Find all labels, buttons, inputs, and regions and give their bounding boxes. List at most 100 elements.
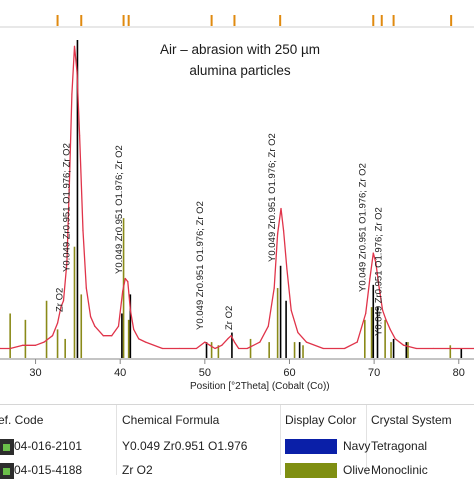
data-point (22, 344, 24, 346)
data-point (127, 281, 129, 283)
x-tick-label: 70 (368, 367, 380, 379)
data-point (259, 341, 261, 343)
data-point (385, 319, 387, 321)
column-divider (280, 405, 281, 475)
x-tick-label: 50 (199, 367, 211, 379)
data-point (297, 331, 299, 334)
header-chemical-formula[interactable]: Chemical Formula (122, 413, 220, 427)
data-point (267, 325, 269, 327)
data-point (56, 322, 59, 324)
measured-pattern-line (0, 45, 474, 350)
data-point (111, 335, 113, 337)
data-point (66, 262, 68, 264)
data-point (449, 347, 451, 350)
peak-labels: Y0.049 Zr0.951 O1.976; Zr O2 Zr O2 Y0.049 … (55, 133, 385, 336)
data-point (85, 287, 87, 289)
pattern-series (0, 45, 474, 350)
header-display-color[interactable]: Display Color (285, 413, 357, 427)
chart-title-line-1: Air – abrasion with 250 µm (159, 42, 321, 57)
data-point (356, 341, 358, 343)
row-2-ref-code[interactable]: 04-015-4188 (14, 463, 83, 477)
row-1-color-swatch[interactable] (285, 439, 337, 454)
xrd-chart: Y0.049 Zr0.951 O1.976; Zr O2 Zr O2 Y0.049 … (0, 15, 474, 379)
data-point (94, 325, 96, 327)
data-point (0, 347, 1, 350)
phase-table: ef. Code Chemical Formula Display Color … (0, 404, 474, 479)
data-point (389, 328, 391, 330)
top-marker-band (0, 15, 474, 28)
row-2-crystal-system: Monoclinic (371, 463, 428, 477)
peak-label: Y0.049 Zr0.951 O1.976; Zr O2 (61, 143, 72, 272)
data-point (246, 347, 248, 350)
data-point (82, 230, 84, 232)
data-point (238, 347, 240, 350)
x-tick-label: 60 (283, 367, 295, 379)
data-point (290, 309, 292, 311)
data-point (138, 338, 140, 340)
data-point (282, 230, 285, 232)
data-point (322, 347, 324, 350)
row-1-color-name: Navy (343, 439, 371, 453)
row-2-color-name: Olive (343, 463, 371, 477)
column-divider (116, 405, 117, 475)
data-point (305, 341, 308, 343)
x-axis: 30 40 50 60 70 80 (0, 358, 474, 379)
chart-title-line-2: alumina particles (189, 63, 291, 78)
data-point (117, 325, 120, 327)
data-point (343, 347, 346, 350)
data-point (204, 341, 206, 343)
data-point (372, 252, 374, 254)
data-point (60, 306, 62, 308)
data-point (403, 344, 405, 346)
data-point (68, 182, 71, 184)
header-crystal-system[interactable]: Crystal System (371, 413, 452, 427)
peak-label: Y0.049 Zr0.951 O1.976; Zr O2 (114, 145, 125, 274)
data-point (133, 328, 135, 330)
header-ref-code[interactable]: ef. Code (0, 413, 44, 427)
data-point (214, 347, 216, 350)
data-point (286, 268, 288, 270)
data-point (43, 341, 45, 343)
data-point (394, 338, 396, 340)
data-point (9, 347, 11, 350)
data-point (178, 347, 181, 350)
data-point (78, 134, 81, 136)
data-point (62, 300, 65, 302)
data-point (129, 309, 131, 311)
x-tick-label: 30 (29, 367, 41, 379)
data-point (71, 93, 73, 95)
x-tick-label: 80 (453, 367, 465, 379)
x-axis-label: Position [°2Theta] (Cobalt (Co)) (190, 381, 330, 392)
row-1-ref-code[interactable]: 04-016-2101 (14, 439, 83, 453)
peak-label: Y0.049 Zr0.951 O1.976; Zr O2 (195, 201, 206, 330)
data-point (381, 309, 384, 311)
data-point (375, 262, 377, 264)
peak-label: Y0.049 Zr0.951 O1.976; Zr O2 (374, 207, 385, 336)
data-point (432, 347, 434, 350)
data-point (161, 347, 164, 350)
data-point (209, 344, 211, 346)
data-point (365, 312, 367, 315)
data-point (89, 316, 92, 318)
row-status-icon (0, 439, 14, 455)
data-point (76, 71, 78, 73)
row-1-formula: Y0.049 Zr0.951 O1.976 (122, 439, 248, 453)
data-point (51, 335, 54, 337)
data-point (378, 287, 380, 289)
data-point (230, 335, 232, 337)
data-point (233, 341, 236, 343)
data-point (273, 287, 275, 289)
data-point (34, 344, 37, 346)
peak-label: Zr O2 (224, 306, 235, 330)
peak-label: Zr O2 (55, 288, 66, 312)
data-point (227, 338, 229, 340)
data-point (73, 45, 76, 47)
data-point (277, 233, 279, 235)
column-divider (366, 405, 367, 475)
data-point (124, 277, 126, 280)
data-point (102, 335, 104, 337)
peak-label: Y0.049 Zr0.951 O1.976; Zr O2 (358, 163, 369, 292)
row-2-color-swatch[interactable] (285, 463, 337, 478)
row-status-icon (0, 463, 14, 479)
row-1-crystal-system: Tetragonal (371, 439, 428, 453)
